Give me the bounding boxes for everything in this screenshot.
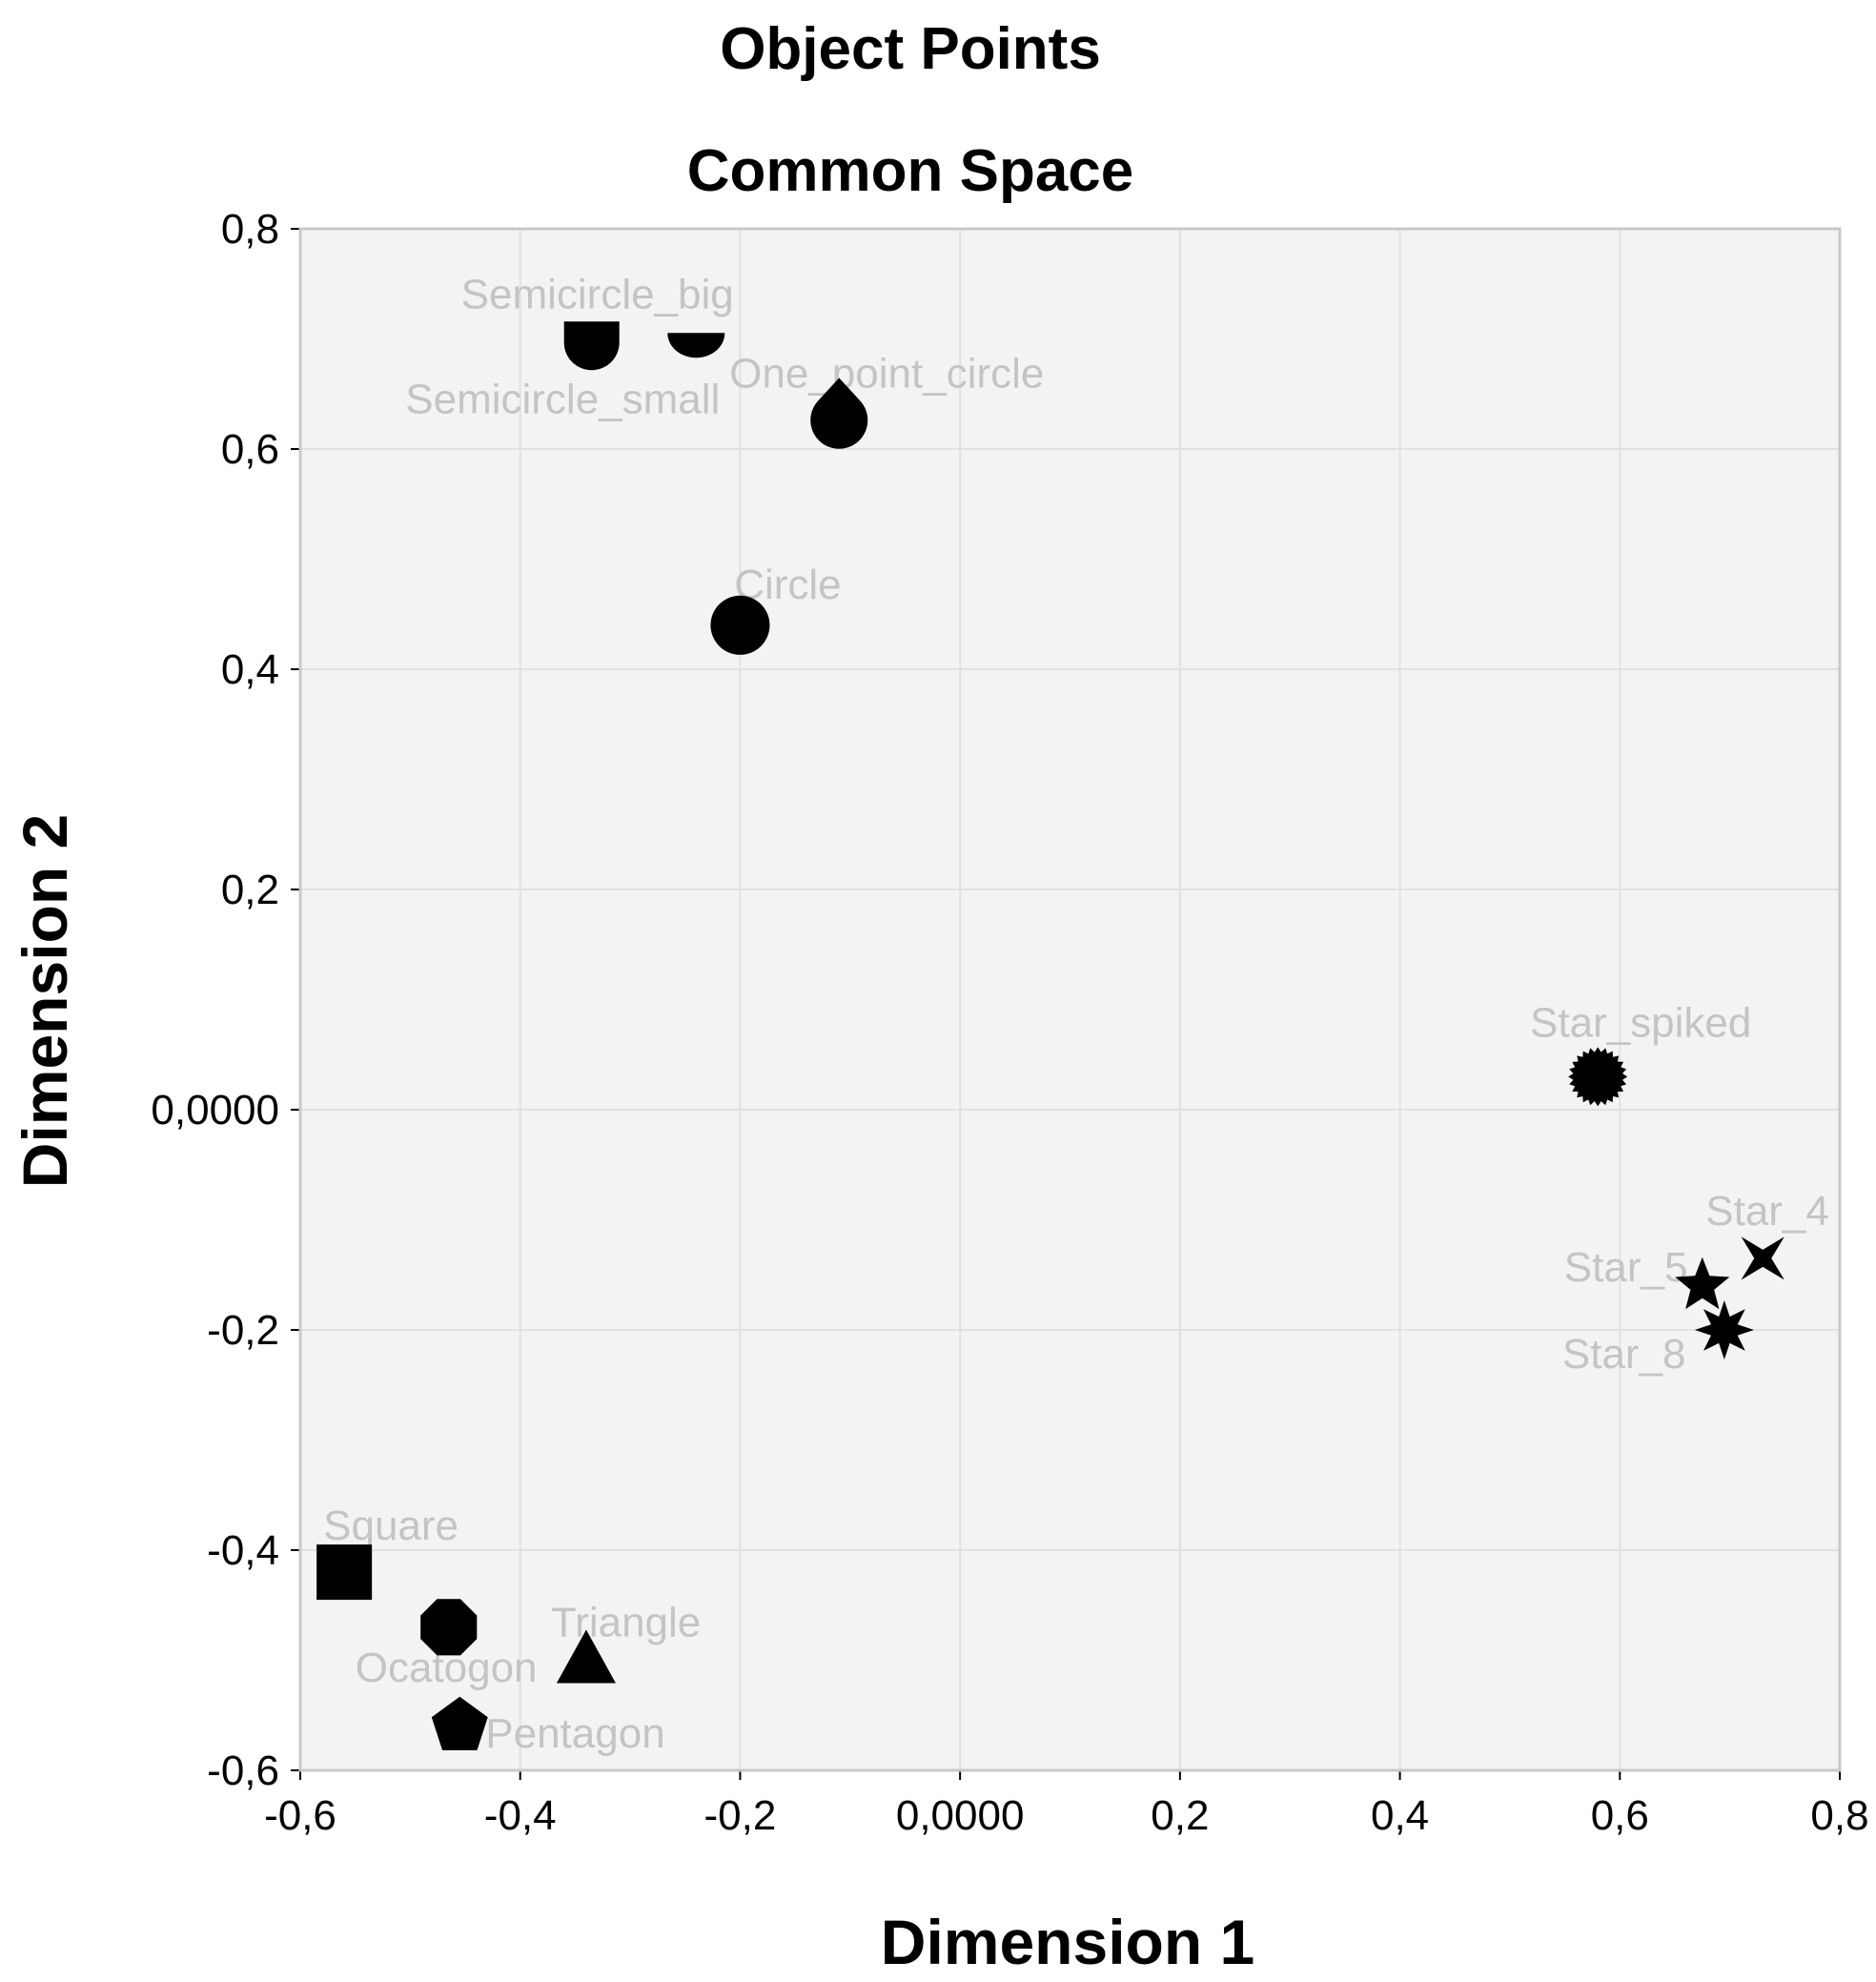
- point-marker-semicircle-small: [667, 333, 725, 358]
- x-tick-label-1: -0,4: [484, 1792, 557, 1839]
- point-label-semicircle-small: Semicircle_small: [405, 376, 720, 422]
- point-marker-one-point-circle: [810, 378, 868, 449]
- point-label-pentagon: Pentagon: [485, 1710, 664, 1757]
- plot-area: [300, 229, 1840, 1770]
- point-label-triangle: Triangle: [551, 1600, 701, 1646]
- point-markers: [316, 321, 1784, 1750]
- x-tick-label-5: 0,4: [1371, 1792, 1429, 1839]
- axis-ticks: -0,6 -0,4 -0,2 0,0000 0,2 0,4 0,6 0,8 0,8 0,6 0,4 0…: [151, 206, 1868, 1839]
- y-tick-label-0: 0,8: [221, 206, 279, 253]
- point-label-star-4: Star_4: [1705, 1188, 1829, 1235]
- point-label-square: Square: [323, 1502, 459, 1549]
- point-marker-pentagon: [431, 1696, 488, 1750]
- point-marker-star-spiked: [1568, 1047, 1628, 1107]
- point-marker-star-5: [1675, 1257, 1730, 1310]
- point-label-one-point-circle: One_point_circle: [729, 350, 1044, 397]
- y-tick-label-3: 0,2: [221, 867, 279, 913]
- point-label-star-8: Star_8: [1562, 1331, 1686, 1378]
- x-tick-label-2: -0,2: [704, 1792, 777, 1839]
- point-marker-square: [316, 1544, 373, 1601]
- y-tick-label-6: -0,4: [207, 1527, 279, 1574]
- y-tick-label-4: 0,0000: [151, 1087, 279, 1134]
- point-label-star-spiked: Star_spiked: [1530, 999, 1751, 1046]
- y-tick-label-2: 0,4: [221, 646, 279, 693]
- x-tick-label-4: 0,2: [1151, 1792, 1209, 1839]
- point-marker-triangle: [556, 1629, 616, 1684]
- x-axis-label: Dimension 1: [881, 1907, 1254, 1977]
- y-tick-label-1: 0,6: [221, 426, 279, 473]
- point-marker-octagon: [420, 1599, 478, 1656]
- y-tick-label-5: -0,2: [207, 1307, 279, 1354]
- chart-title: Object Points: [720, 16, 1101, 82]
- point-marker-circle: [710, 595, 770, 655]
- point-label-star-5: Star_5: [1564, 1244, 1688, 1291]
- point-marker-star-8: [1694, 1300, 1754, 1359]
- point-marker-semicircle-big: [563, 321, 620, 371]
- point-marker-star-4: [1741, 1236, 1784, 1280]
- x-tick-label-0: -0,6: [264, 1792, 336, 1839]
- y-axis-label: Dimension 2: [10, 814, 80, 1188]
- chart-subtitle: Common Space: [687, 138, 1134, 204]
- x-tick-label-7: 0,8: [1810, 1792, 1868, 1839]
- point-label-semicircle-big: Semicircle_big: [461, 271, 734, 317]
- point-labels: Semicircle_big Semicircle_smallOne_point_…: [323, 271, 1829, 1757]
- y-tick-label-7: -0,6: [207, 1747, 279, 1794]
- x-tick-label-6: 0,6: [1591, 1792, 1649, 1839]
- plot-frame: [298, 227, 1842, 1772]
- x-tick-label-3: 0,0000: [896, 1792, 1025, 1839]
